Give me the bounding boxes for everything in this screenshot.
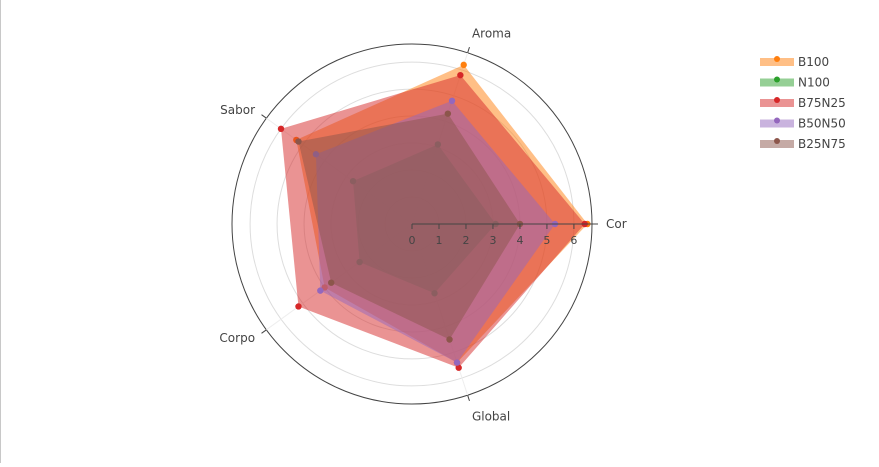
legend-marker xyxy=(774,117,780,124)
axis-label-aroma: Aroma xyxy=(472,26,511,40)
axis-label-cor: Cor xyxy=(606,217,627,231)
angular-axis-labels: Cor Aroma Sabor Corpo Global xyxy=(219,26,626,423)
legend-item-b25n75[interactable]: B25N75 xyxy=(760,137,846,151)
series-point-b50n50[interactable] xyxy=(317,287,324,294)
angular-tick xyxy=(261,114,267,119)
series-point-b25n75[interactable] xyxy=(446,336,453,343)
left-border xyxy=(0,0,1,463)
legend-label: B50N50 xyxy=(798,117,846,131)
series-point-b25n75[interactable] xyxy=(444,110,452,117)
angular-tick xyxy=(261,329,267,334)
axis-label-corpo: Corpo xyxy=(219,331,255,345)
radial-tick-label: 0 xyxy=(409,234,416,247)
legend-item-b75n25[interactable]: B75N25 xyxy=(760,96,846,110)
radial-tick-label: 6 xyxy=(570,234,577,247)
series-area-b25n75[interactable] xyxy=(298,113,520,340)
legend-label: B100 xyxy=(798,55,829,69)
radial-tick-label: 4 xyxy=(516,234,523,247)
legend-marker xyxy=(774,97,780,103)
legend-item-n100[interactable]: N100 xyxy=(760,76,830,90)
radial-tick-label: 2 xyxy=(462,234,469,247)
legend-item-b50n50[interactable]: B50N50 xyxy=(760,117,846,131)
series-point-b50n50[interactable] xyxy=(453,359,461,366)
legend-item-b100[interactable]: B100 xyxy=(760,55,829,69)
series-point-b25n75[interactable] xyxy=(328,279,335,286)
series-point-b75n25[interactable] xyxy=(457,71,464,79)
legend-label: B75N25 xyxy=(798,96,846,110)
radial-tick-label: 3 xyxy=(489,234,496,247)
radial-tick-label: 5 xyxy=(543,234,550,247)
series-point-b100[interactable] xyxy=(460,61,467,69)
axis-label-sabor: Sabor xyxy=(220,103,255,117)
series-point-b50n50[interactable] xyxy=(448,97,456,105)
series-point-b75n25[interactable] xyxy=(277,125,285,133)
legend[interactable]: B100 N100 B75N25 B50N50 B25N75 xyxy=(760,55,846,151)
legend-marker xyxy=(774,138,780,144)
radial-axis: 0 1 2 3 4 5 6 xyxy=(409,223,592,247)
angular-tick xyxy=(467,46,470,53)
legend-label: B25N75 xyxy=(798,137,846,151)
axis-label-global: Global xyxy=(472,410,510,424)
radar-series xyxy=(277,61,591,371)
series-point-b25n75[interactable] xyxy=(295,138,302,145)
series-point-b75n25[interactable] xyxy=(295,303,302,310)
legend-marker xyxy=(774,56,780,62)
radial-tick-label: 1 xyxy=(435,234,442,247)
legend-label: N100 xyxy=(798,76,830,90)
legend-marker xyxy=(774,76,780,83)
angular-tick xyxy=(467,395,470,402)
series-point-b75n25[interactable] xyxy=(455,364,462,371)
